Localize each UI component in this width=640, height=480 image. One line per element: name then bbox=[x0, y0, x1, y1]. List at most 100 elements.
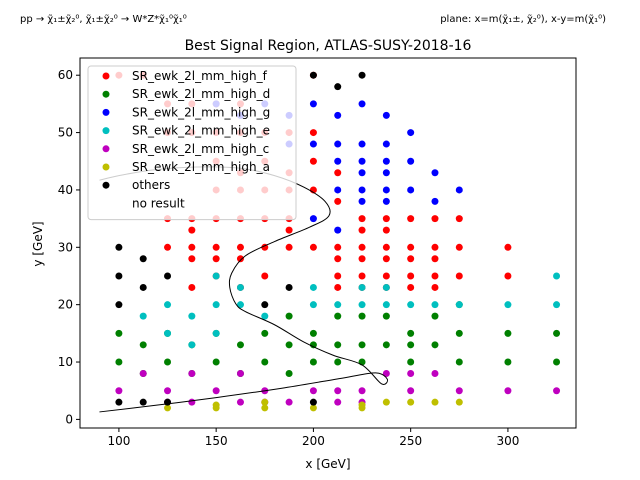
y-tick-label: 0 bbox=[65, 412, 73, 426]
point-sr-ewk-2l-mm-high-f bbox=[236, 243, 244, 251]
point-sr-ewk-2l-mm-high-e bbox=[236, 283, 244, 291]
point-sr-ewk-2l-mm-high-c bbox=[236, 370, 244, 378]
y-tick-label: 20 bbox=[58, 298, 73, 312]
legend-marker bbox=[102, 199, 110, 207]
point-sr-ewk-2l-mm-high-f bbox=[382, 215, 390, 223]
point-sr-ewk-2l-mm-high-f bbox=[407, 272, 415, 280]
point-sr-ewk-2l-mm-high-e bbox=[188, 341, 196, 349]
point-sr-ewk-2l-mm-high-g bbox=[358, 100, 366, 108]
point-sr-ewk-2l-mm-high-f bbox=[164, 243, 172, 251]
legend-label: no result bbox=[132, 196, 185, 210]
point-sr-ewk-2l-mm-high-c bbox=[236, 398, 244, 406]
point-sr-ewk-2l-mm-high-f bbox=[407, 283, 415, 291]
point-sr-ewk-2l-mm-high-e bbox=[553, 301, 561, 309]
point-sr-ewk-2l-mm-high-f bbox=[285, 226, 293, 234]
point-sr-ewk-2l-mm-high-f bbox=[334, 272, 342, 280]
axis-ticks: 100 150 200 250 300 0 10 20 30 40 50 60 bbox=[58, 68, 520, 448]
legend-marker bbox=[102, 108, 110, 116]
point-sr-ewk-2l-mm-high-f bbox=[358, 226, 366, 234]
point-sr-ewk-2l-mm-high-c bbox=[285, 398, 293, 406]
legend-label: SR_ewk_2l_mm_high_d bbox=[132, 87, 270, 101]
point-sr-ewk-2l-mm-high-f bbox=[407, 215, 415, 223]
point-sr-ewk-2l-mm-high-g bbox=[334, 157, 342, 165]
point-sr-ewk-2l-mm-high-c bbox=[553, 387, 561, 395]
point-sr-ewk-2l-mm-high-f bbox=[188, 243, 196, 251]
point-sr-ewk-2l-mm-high-c bbox=[382, 370, 390, 378]
point-sr-ewk-2l-mm-high-d bbox=[334, 358, 342, 366]
point-sr-ewk-2l-mm-high-g bbox=[309, 100, 317, 108]
point-sr-ewk-2l-mm-high-e bbox=[334, 301, 342, 309]
point-sr-ewk-2l-mm-high-e bbox=[261, 312, 269, 320]
point-sr-ewk-2l-mm-high-f bbox=[382, 226, 390, 234]
point-sr-ewk-2l-mm-high-d bbox=[309, 358, 317, 366]
point-sr-ewk-2l-mm-high-f bbox=[212, 243, 220, 251]
y-tick-label: 10 bbox=[58, 355, 73, 369]
point-sr-ewk-2l-mm-high-g bbox=[431, 169, 439, 177]
point-sr-ewk-2l-mm-high-g bbox=[334, 226, 342, 234]
point-sr-ewk-2l-mm-high-f bbox=[407, 243, 415, 251]
point-sr-ewk-2l-mm-high-a bbox=[309, 404, 317, 412]
point-sr-ewk-2l-mm-high-a bbox=[212, 401, 220, 409]
point-sr-ewk-2l-mm-high-c bbox=[334, 387, 342, 395]
point-sr-ewk-2l-mm-high-e bbox=[212, 301, 220, 309]
point-sr-ewk-2l-mm-high-d bbox=[261, 329, 269, 337]
point-sr-ewk-2l-mm-high-e bbox=[358, 283, 366, 291]
x-tick-label: 250 bbox=[399, 434, 422, 448]
point-sr-ewk-2l-mm-high-f bbox=[504, 243, 512, 251]
point-others bbox=[115, 272, 123, 280]
point-sr-ewk-2l-mm-high-a bbox=[164, 404, 172, 412]
point-sr-ewk-2l-mm-high-d bbox=[285, 370, 293, 378]
point-sr-ewk-2l-mm-high-d bbox=[309, 329, 317, 337]
point-sr-ewk-2l-mm-high-d bbox=[164, 358, 172, 366]
point-sr-ewk-2l-mm-high-c bbox=[431, 370, 439, 378]
point-sr-ewk-2l-mm-high-f bbox=[334, 283, 342, 291]
point-sr-ewk-2l-mm-high-g bbox=[382, 140, 390, 148]
legend-label: SR_ewk_2l_mm_high_f bbox=[132, 69, 268, 83]
point-sr-ewk-2l-mm-high-c bbox=[358, 387, 366, 395]
point-sr-ewk-2l-mm-high-d bbox=[285, 312, 293, 320]
point-sr-ewk-2l-mm-high-g bbox=[382, 169, 390, 177]
x-tick-label: 100 bbox=[107, 434, 130, 448]
y-tick-label: 30 bbox=[58, 240, 73, 254]
y-axis-label: y [GeV] bbox=[31, 221, 45, 266]
point-sr-ewk-2l-mm-high-d bbox=[553, 329, 561, 337]
point-sr-ewk-2l-mm-high-d bbox=[358, 312, 366, 320]
y-tick-label: 50 bbox=[58, 126, 73, 140]
point-others bbox=[309, 71, 317, 79]
point-sr-ewk-2l-mm-high-d bbox=[455, 329, 463, 337]
point-sr-ewk-2l-mm-high-g bbox=[358, 197, 366, 205]
point-sr-ewk-2l-mm-high-d bbox=[407, 341, 415, 349]
point-sr-ewk-2l-mm-high-e bbox=[382, 301, 390, 309]
point-sr-ewk-2l-mm-high-e bbox=[407, 301, 415, 309]
point-others bbox=[115, 301, 123, 309]
point-sr-ewk-2l-mm-high-f bbox=[382, 255, 390, 263]
point-sr-ewk-2l-mm-high-c bbox=[212, 387, 220, 395]
x-tick-label: 200 bbox=[302, 434, 325, 448]
point-sr-ewk-2l-mm-high-g bbox=[358, 157, 366, 165]
point-sr-ewk-2l-mm-high-d bbox=[139, 341, 147, 349]
point-sr-ewk-2l-mm-high-c bbox=[407, 370, 415, 378]
point-others bbox=[285, 283, 293, 291]
point-sr-ewk-2l-mm-high-f bbox=[431, 243, 439, 251]
point-sr-ewk-2l-mm-high-f bbox=[358, 272, 366, 280]
point-others bbox=[115, 398, 123, 406]
point-sr-ewk-2l-mm-high-g bbox=[334, 111, 342, 119]
legend-marker bbox=[102, 72, 110, 80]
point-sr-ewk-2l-mm-high-c bbox=[504, 387, 512, 395]
point-sr-ewk-2l-mm-high-g bbox=[358, 140, 366, 148]
point-sr-ewk-2l-mm-high-g bbox=[382, 157, 390, 165]
point-sr-ewk-2l-mm-high-c bbox=[188, 370, 196, 378]
legend-label: SR_ewk_2l_mm_high_c bbox=[132, 142, 269, 156]
point-sr-ewk-2l-mm-high-d bbox=[553, 358, 561, 366]
point-sr-ewk-2l-mm-high-g bbox=[407, 186, 415, 194]
point-sr-ewk-2l-mm-high-a bbox=[431, 398, 439, 406]
legend-box bbox=[87, 65, 297, 221]
legend: SR_ewk_2l_mm_high_f SR_ewk_2l_mm_high_d SR… bbox=[87, 65, 297, 221]
point-sr-ewk-2l-mm-high-f bbox=[455, 243, 463, 251]
point-sr-ewk-2l-mm-high-e bbox=[212, 329, 220, 337]
point-others bbox=[139, 283, 147, 291]
legend-label: SR_ewk_2l_mm_high_a bbox=[132, 160, 270, 174]
point-sr-ewk-2l-mm-high-a bbox=[407, 398, 415, 406]
